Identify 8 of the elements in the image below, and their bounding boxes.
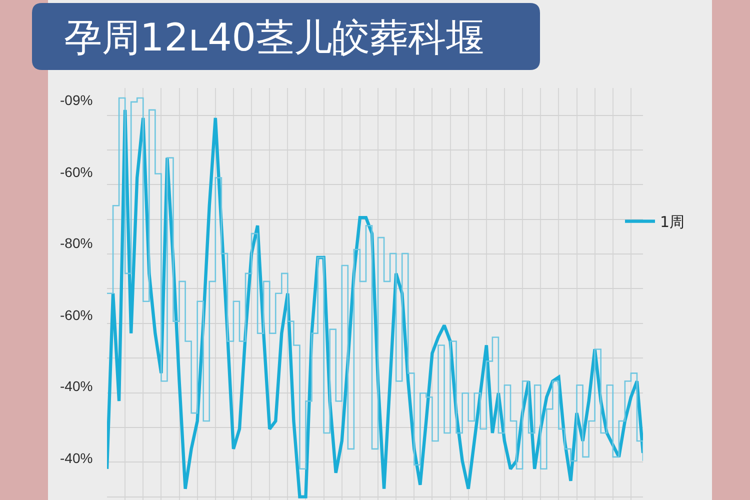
text: -40% [60,450,93,466]
chart-title: 孕周12ʟ40茎儿皎葬科堰 [64,15,484,60]
text: -60% [60,307,93,323]
text: -80% [60,235,93,251]
text: -40% [60,378,93,394]
text: -60% [60,164,93,180]
text: -09% [60,92,93,108]
legend-label: 1周 [660,213,685,232]
